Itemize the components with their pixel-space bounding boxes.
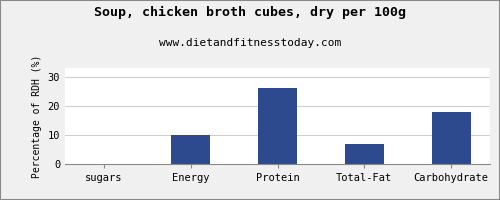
Bar: [258, 88, 297, 164]
Bar: [345, 144, 384, 164]
Y-axis label: Percentage of RDH (%): Percentage of RDH (%): [32, 54, 42, 178]
Bar: [171, 135, 210, 164]
Bar: [432, 112, 470, 164]
Text: Soup, chicken broth cubes, dry per 100g: Soup, chicken broth cubes, dry per 100g: [94, 6, 406, 19]
Text: www.dietandfitnesstoday.com: www.dietandfitnesstoday.com: [159, 38, 341, 48]
